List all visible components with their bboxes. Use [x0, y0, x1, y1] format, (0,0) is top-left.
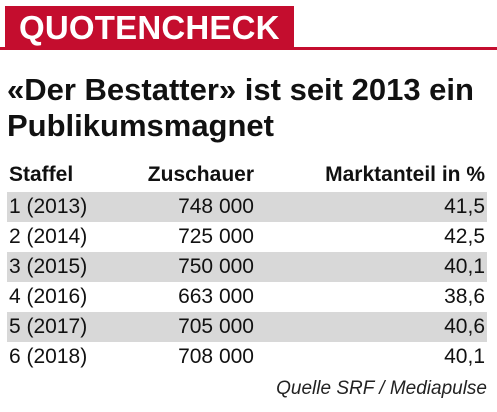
cell-zuschauer: 663 000	[129, 282, 254, 312]
cell-marktanteil: 42,5	[254, 222, 487, 252]
cell-marktanteil: 40,1	[254, 252, 487, 282]
table-row: 1 (2013) 748 000 41,5	[7, 192, 487, 222]
cell-staffel: 2 (2014)	[7, 222, 129, 252]
column-header-zuschauer: Zuschauer	[147, 162, 254, 186]
table-header-row: Staffel Zuschauer Marktanteil in %	[7, 157, 487, 192]
cell-zuschauer: 705 000	[129, 312, 254, 342]
cell-staffel: 4 (2016)	[7, 282, 129, 312]
column-header-staffel: Staffel	[9, 162, 74, 186]
cell-staffel: 6 (2018)	[7, 342, 129, 372]
table-row: 3 (2015) 750 000 40,1	[7, 252, 487, 282]
cell-marktanteil: 40,1	[254, 342, 487, 372]
cell-zuschauer: 748 000	[129, 192, 254, 222]
table-row: 6 (2018) 708 000 40,1	[7, 342, 487, 372]
ratings-table: Staffel Zuschauer Marktanteil in % 1 (20…	[7, 157, 487, 372]
table-row: 4 (2016) 663 000 38,6	[7, 282, 487, 312]
headline: «Der Bestatter» ist seit 2013 ein Publik…	[7, 72, 474, 143]
table-row: 5 (2017) 705 000 40,6	[7, 312, 487, 342]
cell-staffel: 5 (2017)	[7, 312, 129, 342]
cell-marktanteil: 40,6	[254, 312, 487, 342]
cell-zuschauer: 708 000	[129, 342, 254, 372]
cell-marktanteil: 41,5	[254, 192, 487, 222]
table-row: 2 (2014) 725 000 42,5	[7, 222, 487, 252]
kicker-label: QUOTENCHECK	[5, 6, 294, 50]
column-header-marktanteil: Marktanteil in %	[325, 162, 485, 186]
cell-zuschauer: 750 000	[129, 252, 254, 282]
cell-zuschauer: 725 000	[129, 222, 254, 252]
cell-staffel: 3 (2015)	[7, 252, 129, 282]
source-credit: Quelle SRF / Mediapulse	[276, 378, 487, 399]
cell-marktanteil: 38,6	[254, 282, 487, 312]
cell-staffel: 1 (2013)	[7, 192, 129, 222]
